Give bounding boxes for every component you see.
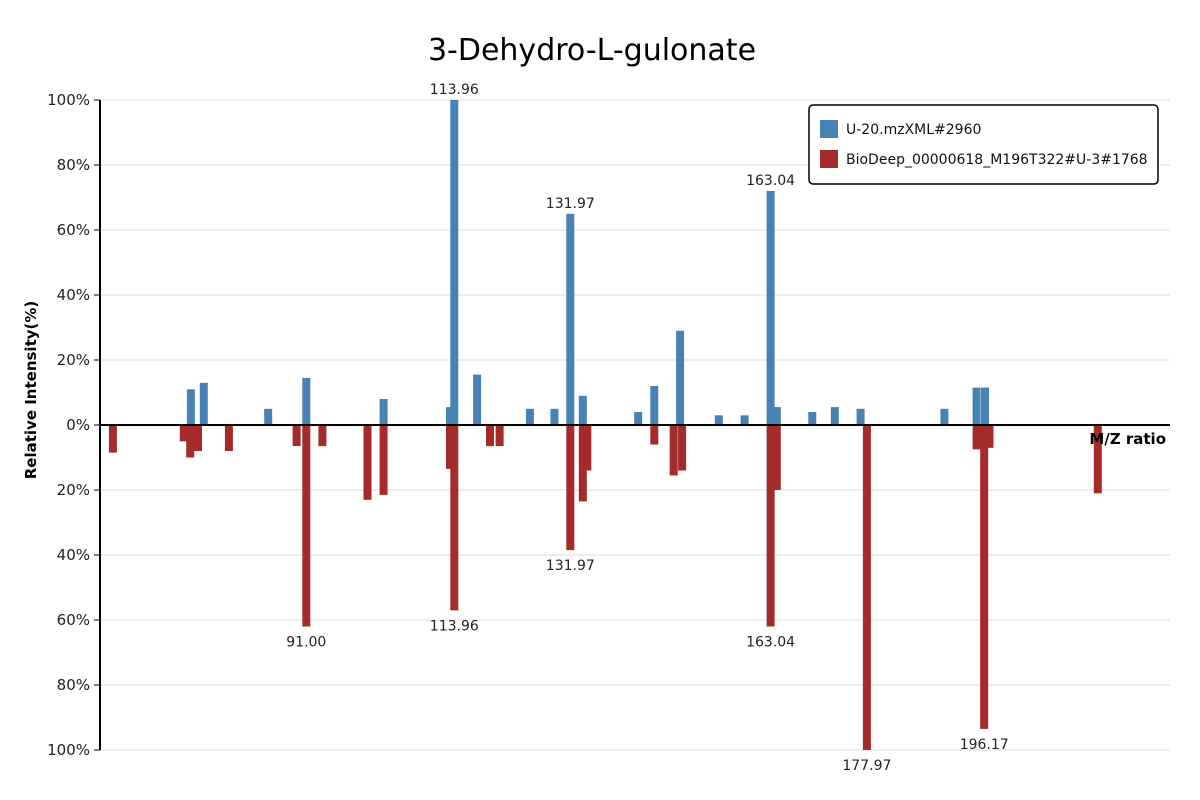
peak-label-bottom: 196.17 <box>960 737 1009 753</box>
y-tick-label: 80% <box>57 676 90 694</box>
bar-bottom <box>446 425 454 469</box>
y-tick-label: 0% <box>66 416 90 434</box>
bar-top <box>264 408 273 426</box>
y-tick-label: 100% <box>47 741 90 759</box>
bar-top <box>578 395 587 426</box>
y-axis-ticks: 100% 80% 60% 40% 20% 0% 20% 40% 60% 80% 100% <box>47 91 100 759</box>
bar-bottom <box>583 425 592 471</box>
legend: U-20.mzXML#2960 BioDeep_00000618_M196T32… <box>808 104 1159 185</box>
bar-bottom <box>379 425 388 495</box>
peak-label-top: 163.04 <box>746 173 795 189</box>
bar-bottom <box>566 425 575 551</box>
bar-bottom <box>194 425 202 451</box>
y-tick-label: 40% <box>57 286 90 304</box>
legend-box <box>808 104 1159 185</box>
bar-top <box>550 408 559 426</box>
peak-labels: 113.96 131.97 163.04 91.00 113.96 131.97 163.0… <box>286 82 1008 774</box>
bar-top <box>634 412 643 425</box>
bar-bottom <box>1093 425 1102 494</box>
bar-top <box>714 415 723 426</box>
bar-bottom <box>292 425 301 447</box>
y-tick-label: 40% <box>57 546 90 564</box>
bar-bottom <box>985 425 994 448</box>
peak-label-bottom: 113.96 <box>430 618 479 634</box>
bar-top <box>450 100 459 425</box>
bar-bottom <box>486 425 494 447</box>
bar-bottom <box>224 425 233 451</box>
legend-entry-top: U-20.mzXML#2960 <box>846 122 981 138</box>
bar-top <box>740 415 749 426</box>
bar-bottom <box>650 425 659 445</box>
bar-top <box>186 389 195 426</box>
y-tick-label: 60% <box>57 611 90 629</box>
bar-bottom <box>450 425 459 611</box>
bar-top <box>525 408 534 426</box>
peak-label-bottom: 131.97 <box>546 558 595 574</box>
bar-bottom <box>578 425 587 502</box>
bar-bottom <box>363 425 372 500</box>
bar-bottom <box>766 425 775 627</box>
bar-top <box>302 377 311 425</box>
bar-top <box>808 412 817 425</box>
bar-top <box>856 408 865 426</box>
y-tick-label: 60% <box>57 221 90 239</box>
bar-top <box>379 399 388 425</box>
bar-top <box>772 407 781 425</box>
y-tick-label: 20% <box>57 351 90 369</box>
bar-bottom <box>862 425 871 750</box>
bar-bottom <box>186 425 195 458</box>
legend-swatch-bottom <box>820 150 838 168</box>
bar-bottom <box>495 425 504 447</box>
bar-top <box>446 407 454 425</box>
peak-label-bottom: 91.00 <box>286 635 326 651</box>
bar-bottom <box>179 425 188 442</box>
bar-top <box>830 407 839 425</box>
bar-top <box>766 191 775 425</box>
bar-bottom <box>678 425 687 471</box>
peak-label-bottom: 163.04 <box>746 635 795 651</box>
bar-top <box>199 382 208 426</box>
bar-bottom <box>669 425 678 476</box>
y-axis-label: Relative Intensity(%) <box>22 301 40 480</box>
peak-label-bottom: 177.97 <box>842 758 891 774</box>
bar-top <box>566 213 575 426</box>
peak-label-top: 113.96 <box>430 82 479 98</box>
bar-bottom <box>772 425 781 490</box>
y-tick-label: 20% <box>57 481 90 499</box>
chart-title: 3-Dehydro-L-gulonate <box>428 33 756 68</box>
legend-entry-bottom: BioDeep_00000618_M196T322#U-3#1768 <box>846 152 1148 168</box>
bar-bottom <box>302 425 311 627</box>
bar-top <box>972 387 981 425</box>
spectrum-bars <box>108 100 1102 750</box>
x-axis-label: M/Z ratio <box>1089 430 1166 448</box>
legend-swatch-top <box>820 120 838 138</box>
bar-bottom <box>108 425 117 453</box>
bar-top <box>676 330 685 426</box>
bar-top <box>650 386 659 425</box>
peak-label-top: 131.97 <box>546 196 595 212</box>
bar-bottom <box>980 425 989 729</box>
bar-top <box>940 408 949 426</box>
y-tick-label: 100% <box>47 91 90 109</box>
bar-bottom <box>318 425 327 447</box>
bar-bottom <box>972 425 981 450</box>
bar-top <box>981 387 989 425</box>
bar-top <box>473 374 482 425</box>
y-tick-label: 80% <box>57 156 90 174</box>
